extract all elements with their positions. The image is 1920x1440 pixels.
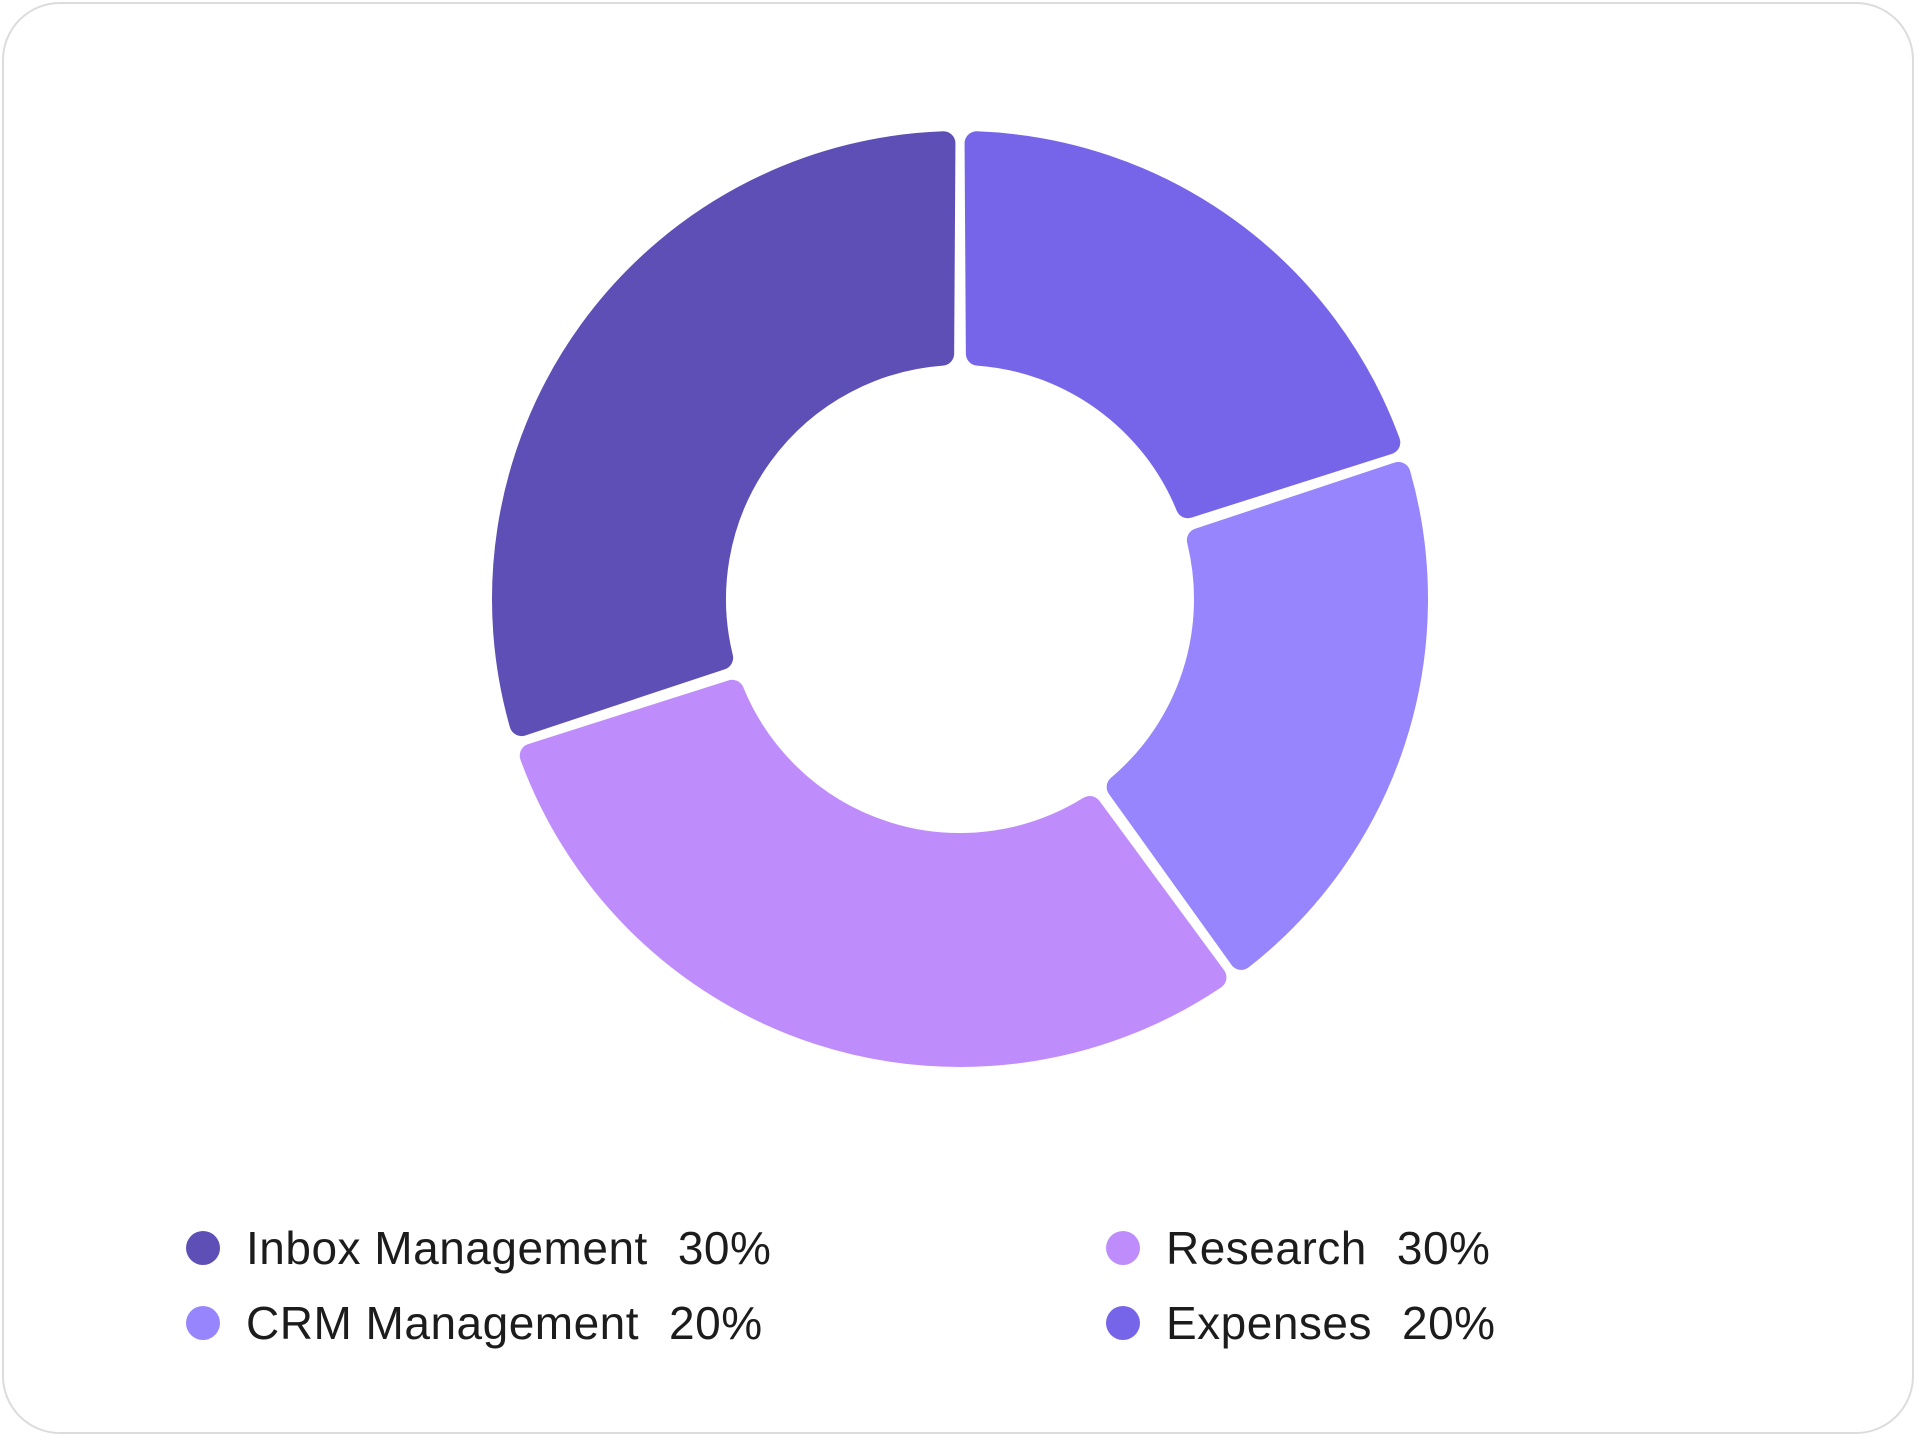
donut-slice-crm-management — [1106, 461, 1428, 970]
donut-slice-research — [519, 679, 1227, 1067]
donut-slice-expenses — [964, 131, 1401, 519]
donut-slice-inbox-management — [492, 131, 956, 737]
